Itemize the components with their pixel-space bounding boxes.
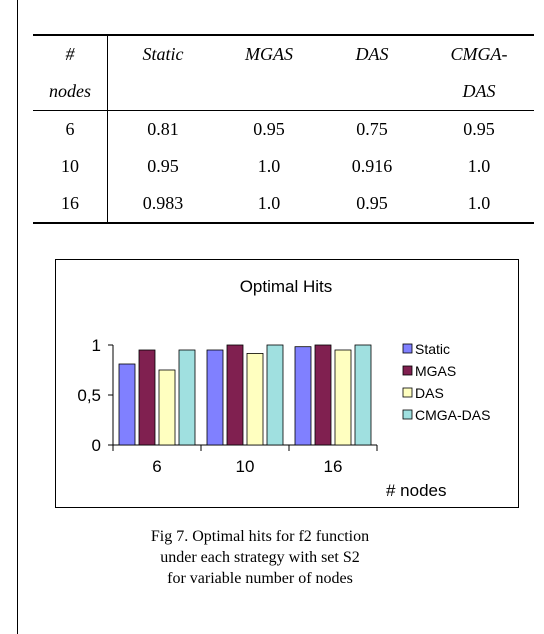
table-cell: 0.81 <box>147 119 179 139</box>
table-cell: 0.75 <box>356 119 388 139</box>
table-cell: 0.95 <box>147 156 179 176</box>
table-cell: 1.0 <box>467 156 491 176</box>
legend-swatch <box>402 343 413 354</box>
results-table: # Static MGAS DAS CMGA- nodes DAS 6 0.81… <box>33 34 534 224</box>
table-cell: 0.95 <box>253 119 285 139</box>
page-left-rule <box>17 0 18 634</box>
bar-cmga-das <box>178 349 196 446</box>
caption-line: Fig 7. Optimal hits for f2 function <box>150 528 370 545</box>
legend-label: MGAS <box>415 363 456 379</box>
header-cell <box>320 73 424 111</box>
bar-static <box>206 349 224 446</box>
table-cell: 0.916 <box>351 156 393 176</box>
y-tick-label: 1 <box>92 336 101 355</box>
table-cell: 0.95 <box>463 119 495 139</box>
legend-swatch <box>402 387 413 398</box>
header-cell: # <box>33 34 108 73</box>
caption-line: under each strategy with set S2 <box>160 549 360 566</box>
header-cell <box>107 73 218 111</box>
bar-das <box>246 353 264 446</box>
header-cell <box>218 73 320 111</box>
legend-swatch <box>402 409 413 420</box>
bar-mgas <box>314 344 332 446</box>
table-row: 10 0.95 1.0 0.916 1.0 <box>33 148 534 185</box>
table-cell: 0.95 <box>320 185 424 224</box>
table-cell: 0.983 <box>107 185 218 224</box>
table-cell: 6 <box>33 110 108 148</box>
legend-swatch <box>402 365 413 376</box>
header-cell: DAS <box>320 34 424 73</box>
caption-line: for variable number of nodes <box>167 570 353 587</box>
bar-cmga-das <box>354 344 372 446</box>
legend-label: CMGA-DAS <box>415 407 490 423</box>
y-tick-label: 0,5 <box>77 386 101 405</box>
bar-static <box>118 363 136 446</box>
header-cell: nodes <box>33 73 108 111</box>
x-tick-label: 10 <box>236 457 255 476</box>
table-cell: 10 <box>33 148 108 185</box>
x-tick-label: 6 <box>152 457 161 476</box>
table-header-row: # Static MGAS DAS CMGA- <box>33 34 534 73</box>
table-cell: 16 <box>33 185 108 224</box>
bar-static <box>294 346 312 446</box>
table-cell: 1.0 <box>218 185 320 224</box>
header-cell: MGAS <box>218 34 320 73</box>
x-axis-label: # nodes <box>386 481 447 500</box>
x-tick-label: 16 <box>324 457 343 476</box>
bar-das <box>334 349 352 446</box>
bar-cmga-das <box>266 344 284 446</box>
table-cell: 1.0 <box>424 185 534 224</box>
legend-label: Static <box>415 341 450 357</box>
header-cell: Static <box>107 34 218 73</box>
chart-title: Optimal Hits <box>240 277 333 296</box>
bar-das <box>158 369 176 446</box>
header-cell: CMGA- <box>424 34 534 73</box>
legend-label: DAS <box>415 385 444 401</box>
header-cell: DAS <box>424 73 534 111</box>
bar-mgas <box>138 349 156 446</box>
figure-caption: Fig 7. Optimal hits for f2 function unde… <box>110 526 410 589</box>
table-cell: 1.0 <box>257 156 281 176</box>
bar-mgas <box>226 344 244 446</box>
table-row: 6 0.81 0.95 0.75 0.95 <box>33 110 534 148</box>
y-tick-label: 0 <box>92 436 101 455</box>
table-row: 16 0.983 1.0 0.95 1.0 <box>33 185 534 224</box>
table-header-row: nodes DAS <box>33 73 534 111</box>
chart-frame: Optimal Hits 0 0,5 1 6 10 16 # nodes Static MGAS D… <box>55 259 519 508</box>
